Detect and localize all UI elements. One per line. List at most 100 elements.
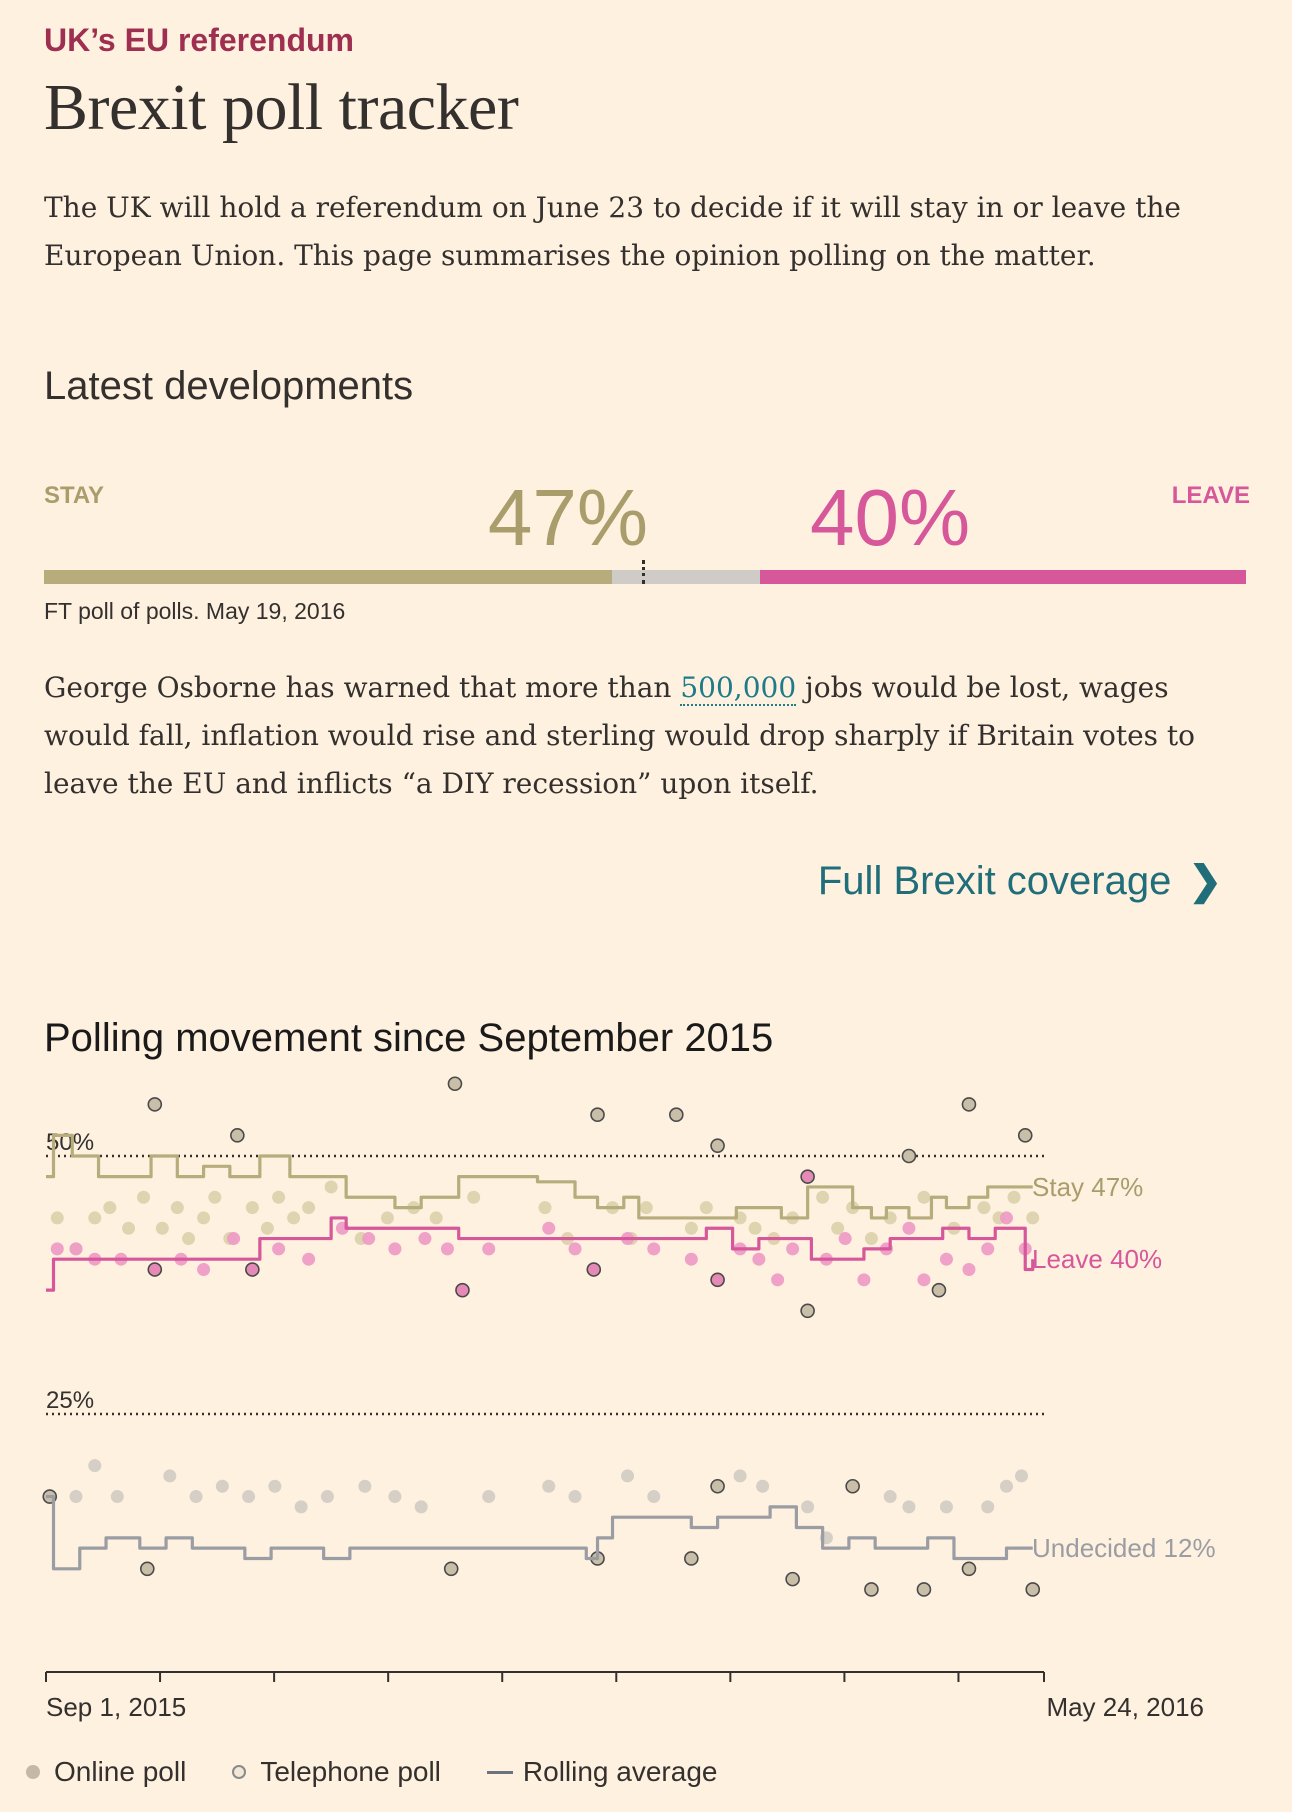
stay-poll-dot	[538, 1201, 552, 1215]
stay-poll-dot	[639, 1201, 653, 1215]
stay-poll-dot	[669, 1107, 684, 1123]
undecided-poll-dot	[242, 1490, 256, 1504]
legend-rolling: Rolling average	[486, 1756, 717, 1788]
stay-poll-dot	[977, 1201, 991, 1215]
leave-bar	[760, 570, 1246, 584]
x-start-label: Sep 1, 2015	[46, 1692, 186, 1722]
leave-poll-dot	[302, 1252, 316, 1266]
undecided-poll-dot	[684, 1551, 699, 1566]
stay-poll-dot	[901, 1148, 917, 1164]
undecided-poll-dot	[414, 1500, 428, 1514]
undecided-poll-dot	[999, 1479, 1013, 1493]
undecided-bar	[612, 570, 760, 584]
leave-rolling-line	[46, 1216, 1035, 1292]
stay-rolling-line	[46, 1133, 1033, 1220]
leave-poll-dot	[962, 1263, 976, 1277]
stay-poll-dot	[287, 1211, 301, 1225]
leave-poll-dot	[440, 1242, 454, 1256]
legend-online-label: Online poll	[54, 1756, 187, 1787]
leave-poll-dot	[50, 1242, 64, 1256]
undecided-poll-dot	[215, 1479, 229, 1493]
stay-poll-dot	[103, 1201, 117, 1215]
leave-poll-dot	[771, 1273, 785, 1287]
stay-poll-dot	[260, 1221, 274, 1235]
undecided-end-label: Undecided 12%	[1032, 1533, 1216, 1563]
undecided-poll-dot	[69, 1490, 83, 1504]
full-coverage-label: Full Brexit coverage	[817, 859, 1172, 903]
leave-percentage: 40%	[810, 473, 971, 562]
undecided-poll-dot	[443, 1561, 459, 1577]
online-poll-swatch	[26, 1765, 40, 1779]
leave-poll-dot	[999, 1211, 1013, 1225]
leave-poll-dot	[362, 1232, 376, 1246]
leave-poll-dot	[482, 1242, 496, 1256]
leave-poll-dot	[227, 1232, 241, 1246]
undecided-poll-dot	[939, 1500, 953, 1514]
stay-poll-dot	[302, 1201, 316, 1215]
stay-poll-dot	[917, 1190, 931, 1204]
stay-poll-dot	[1017, 1128, 1033, 1143]
telephone-poll-swatch	[232, 1765, 247, 1779]
leave-poll-dot	[197, 1263, 211, 1277]
stay-bar	[44, 570, 612, 584]
intro-paragraph: The UK will hold a referendum on June 23…	[44, 191, 1181, 272]
full-coverage-link[interactable]: Full Brexit coverage ❯	[818, 858, 1222, 904]
stay-poll-dot	[467, 1190, 481, 1204]
undecided-poll-dot	[845, 1478, 860, 1494]
undecided-poll-dot	[189, 1490, 203, 1504]
undecided-poll-dot	[1014, 1469, 1028, 1483]
leave-poll-dot	[388, 1242, 402, 1256]
stay-poll-dot	[590, 1107, 605, 1123]
undecided-poll-dot	[864, 1582, 879, 1597]
leave-poll-dot	[981, 1242, 995, 1256]
section-kicker[interactable]: UK’s EU referendum	[44, 22, 354, 58]
stay-poll-dot	[831, 1221, 845, 1235]
leave-poll-dot	[245, 1262, 260, 1277]
latest-developments-heading: Latest developments	[44, 364, 414, 408]
stay-poll-dot	[272, 1190, 286, 1204]
stay-poll-dot	[182, 1232, 196, 1246]
leave-poll-dot	[147, 1262, 163, 1277]
y-tick-label: 25%	[46, 1387, 94, 1414]
stay-poll-dot	[710, 1138, 725, 1153]
legend-telephone: Telephone poll	[232, 1756, 441, 1788]
rolling-average-swatch	[486, 1770, 513, 1774]
undecided-poll-dot	[110, 1490, 124, 1504]
stay-poll-dot	[230, 1128, 245, 1143]
leave-poll-dot	[418, 1232, 432, 1246]
undecided-poll-dot	[883, 1490, 897, 1504]
leave-poll-dot	[710, 1272, 725, 1288]
leave-poll-dot	[272, 1242, 286, 1256]
undecided-poll-dot	[320, 1490, 334, 1504]
stay-poll-dot	[931, 1282, 947, 1298]
stay-poll-dot	[699, 1201, 713, 1215]
poll-source-note: FT poll of polls. May 19, 2016	[44, 598, 346, 624]
news-text-before: George Osborne has warned that more than	[44, 671, 681, 704]
undecided-poll-dot	[902, 1500, 916, 1514]
stay-end-label: Stay 47%	[1032, 1172, 1143, 1202]
stay-poll-dot	[816, 1190, 830, 1204]
leave-poll-dot	[455, 1282, 470, 1298]
leave-poll-dot	[917, 1273, 931, 1287]
stay-poll-dot	[155, 1221, 169, 1235]
stay-poll-dot	[684, 1221, 698, 1235]
leave-poll-dot	[69, 1242, 83, 1256]
undecided-poll-dot	[163, 1469, 177, 1483]
leave-poll-dot	[902, 1221, 916, 1235]
stay-poll-dot	[50, 1211, 64, 1225]
leave-poll-dot	[786, 1242, 800, 1256]
undecided-poll-dot	[294, 1500, 308, 1514]
undecided-poll-dot	[916, 1582, 932, 1597]
undecided-poll-dot	[358, 1479, 372, 1493]
undecided-poll-dot	[568, 1490, 582, 1504]
undecided-rolling-line	[46, 1494, 1033, 1571]
jobs-figure-link[interactable]: 500,000	[680, 671, 797, 706]
undecided-poll-dot	[1025, 1582, 1041, 1597]
leave-poll-dot	[939, 1252, 953, 1266]
undecided-poll-dot	[647, 1490, 661, 1504]
stay-poll-dot	[245, 1201, 259, 1215]
stay-poll-dot	[1007, 1190, 1021, 1204]
legend-online: Online poll	[26, 1756, 186, 1788]
undecided-poll-dot	[140, 1561, 155, 1577]
